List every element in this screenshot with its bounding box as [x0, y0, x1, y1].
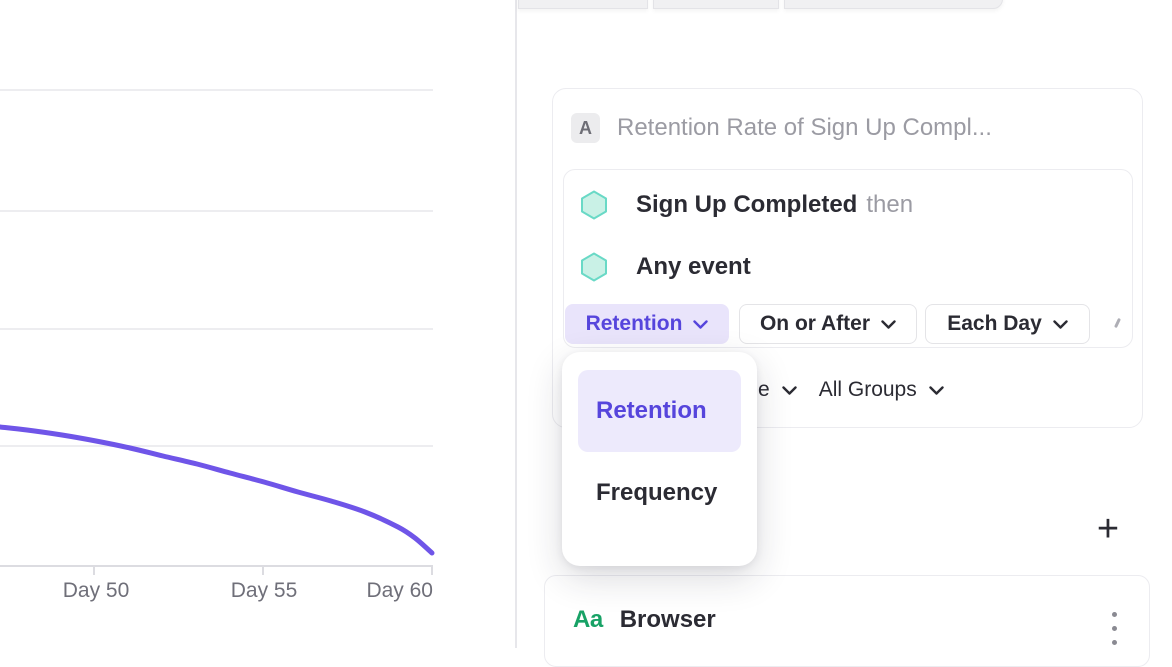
breakdown-property-label: Browser [619, 606, 716, 633]
event-row-any-event[interactable]: Any event [564, 248, 1132, 286]
kebab-menu-icon[interactable] [1109, 607, 1119, 649]
retention-line-chart[interactable] [0, 0, 517, 648]
retention-chart-panel: Day 50 Day 55 Day 60 [0, 0, 516, 648]
event-hexagon-icon [581, 252, 607, 282]
x-axis-label: Day 60 [366, 579, 433, 602]
x-axis-label: Day 50 [62, 579, 130, 602]
add-breakdown-button[interactable]: + [1096, 508, 1120, 550]
report-title-input[interactable]: Retention Rate of Sign Up Compl... [617, 114, 992, 141]
clipped-dropdown-fragment[interactable]: e [758, 378, 770, 401]
interval-dropdown-label: Each Day [947, 312, 1042, 335]
breakdown-card: Aa Browser [544, 575, 1150, 667]
clipped-control-fragment [1114, 317, 1121, 329]
chevron-down-icon [693, 319, 709, 329]
chart-type-tab[interactable] [653, 0, 779, 9]
event-name: Any event [636, 253, 751, 280]
panel-divider [515, 0, 517, 648]
query-builder-panel: A Retention Rate of Sign Up Compl... Sig… [517, 0, 1172, 667]
measure-dropdown-label: Retention [585, 312, 683, 335]
interval-dropdown[interactable]: Each Day [925, 304, 1090, 344]
query-series-card: A Retention Rate of Sign Up Compl... Sig… [552, 88, 1143, 428]
menu-option-frequency[interactable]: Frequency [596, 479, 718, 506]
chevron-down-icon [929, 385, 944, 395]
series-badge[interactable]: A [571, 113, 600, 143]
chart-type-tab[interactable] [518, 0, 648, 9]
event-name: Sign Up Completed [636, 191, 858, 218]
string-property-icon: Aa [573, 606, 603, 633]
menu-option-retention[interactable]: Retention [578, 370, 741, 452]
event-suffix: then [866, 191, 914, 218]
secondary-controls-row: e All Groups [758, 376, 944, 404]
retention-criteria-dropdown[interactable]: On or After [739, 304, 917, 344]
event-row-sign-up-completed[interactable]: Sign Up Completed then [564, 186, 1132, 224]
x-axis-label: Day 55 [230, 579, 298, 602]
measure-dropdown[interactable]: Retention [565, 304, 729, 344]
chevron-down-icon [881, 319, 896, 329]
measure-dropdown-menu: Retention Frequency [562, 352, 757, 566]
chevron-down-icon [781, 385, 797, 395]
criteria-dropdown-label: On or After [759, 312, 871, 335]
chart-type-tab[interactable] [784, 0, 1003, 9]
group-dropdown[interactable]: All Groups [818, 378, 917, 401]
event-hexagon-icon [581, 190, 607, 220]
events-card: Sign Up Completed then Any event Retenti… [563, 169, 1133, 348]
breakdown-row[interactable]: Aa Browser [545, 592, 716, 648]
chevron-down-icon [1053, 319, 1068, 329]
